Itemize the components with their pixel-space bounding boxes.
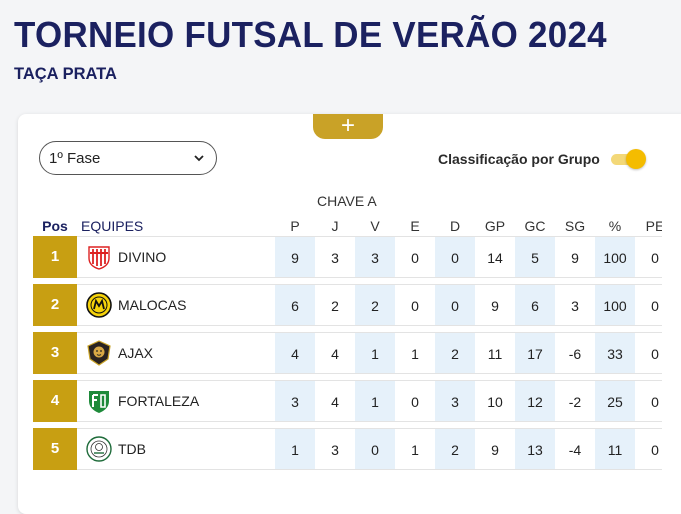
stat-gp: 9 — [475, 428, 515, 470]
stat-gp: 14 — [475, 236, 515, 278]
ajax-lion-crest-icon — [87, 340, 111, 366]
stat-pct: 100 — [595, 236, 635, 278]
stat-gp: 10 — [475, 380, 515, 422]
stat-d: 0 — [435, 284, 475, 326]
stat-pe: 0 — [635, 428, 662, 470]
team-cell: MALOCAS — [77, 284, 276, 326]
stat-gc: 12 — [515, 380, 555, 422]
phase-select-value: 1º Fase — [49, 150, 101, 167]
team-cell: DIVINO — [77, 236, 276, 278]
stat-pe: 0 — [635, 332, 662, 374]
group-toggle-label: Classificação por Grupo — [438, 151, 600, 167]
rank-cell: 3 — [33, 332, 77, 374]
header-d: D — [449, 218, 461, 234]
stat-gc: 13 — [515, 428, 555, 470]
header-v: V — [370, 218, 380, 234]
phase-select[interactable]: 1º Fase — [39, 141, 217, 175]
stat-pe: 0 — [635, 380, 662, 422]
team-name[interactable]: FORTALEZA — [118, 393, 200, 409]
stat-pct: 11 — [595, 428, 635, 470]
malocas-crest-icon — [86, 292, 112, 318]
rank-cell: 4 — [33, 380, 77, 422]
rank-cell: 5 — [33, 428, 77, 470]
stat-p: 6 — [275, 284, 315, 326]
page-subtitle: TAÇA PRATA — [14, 65, 117, 83]
stat-d: 3 — [435, 380, 475, 422]
table-row[interactable]: 5 TDB 1 3 0 1 2 9 13 -4 11 0 — [33, 428, 662, 470]
stat-d: 2 — [435, 332, 475, 374]
stat-pct: 25 — [595, 380, 635, 422]
header-teams: EQUIPES — [81, 218, 144, 234]
stat-v: 2 — [355, 284, 395, 326]
stat-v: 0 — [355, 428, 395, 470]
stat-p: 4 — [275, 332, 315, 374]
standings-table: Pos EQUIPES P J V E D GP GC SG % PE 1 DI… — [33, 210, 662, 510]
stat-e: 1 — [395, 428, 435, 470]
rank-cell: 1 — [33, 236, 77, 278]
header-e: E — [410, 218, 420, 234]
team-name[interactable]: MALOCAS — [118, 297, 187, 313]
stat-j: 2 — [315, 284, 355, 326]
stat-e: 0 — [395, 236, 435, 278]
stat-j: 4 — [315, 380, 355, 422]
group-toggle[interactable] — [611, 149, 646, 169]
chevron-down-icon — [194, 155, 204, 162]
header-j: J — [331, 218, 339, 234]
team-cell: FORTALEZA — [77, 380, 276, 422]
stat-e: 0 — [395, 284, 435, 326]
team-cell: AJAX — [77, 332, 276, 374]
stat-pct: 100 — [595, 284, 635, 326]
stat-gc: 17 — [515, 332, 555, 374]
standings-card: + 1º Fase Classificação por Grupo CHAVE … — [18, 114, 681, 514]
table-row[interactable]: 2 MALOCAS 6 2 2 0 0 9 6 3 100 0 — [33, 284, 662, 326]
team-name[interactable]: DIVINO — [118, 249, 167, 265]
stat-sg: -6 — [555, 332, 595, 374]
stat-e: 1 — [395, 332, 435, 374]
stat-v: 3 — [355, 236, 395, 278]
tdb-crest-icon — [86, 436, 112, 462]
stat-d: 2 — [435, 428, 475, 470]
stat-p: 1 — [275, 428, 315, 470]
header-p: P — [290, 218, 300, 234]
table-row[interactable]: 4 FORTALEZA 3 4 1 0 3 10 12 -2 25 0 — [33, 380, 662, 422]
stat-gp: 9 — [475, 284, 515, 326]
header-pct: % — [608, 218, 622, 234]
table-row[interactable]: 1 DIVINO 9 3 3 0 0 14 5 9 100 0 — [33, 236, 662, 278]
header-gp: GP — [484, 218, 506, 234]
group-label: CHAVE A — [317, 193, 377, 209]
stat-pe: 0 — [635, 236, 662, 278]
stat-j: 3 — [315, 428, 355, 470]
stat-j: 4 — [315, 332, 355, 374]
header-sg: SG — [564, 218, 586, 234]
stat-sg: 9 — [555, 236, 595, 278]
team-cell: TDB — [77, 428, 276, 470]
stat-v: 1 — [355, 380, 395, 422]
stat-j: 3 — [315, 236, 355, 278]
stat-e: 0 — [395, 380, 435, 422]
add-button[interactable]: + — [313, 114, 383, 139]
stat-gp: 11 — [475, 332, 515, 374]
page-title: TORNEIO FUTSAL DE VERÃO 2024 — [14, 14, 607, 55]
header-pe: PE — [645, 218, 662, 234]
stat-d: 0 — [435, 236, 475, 278]
header-gc: GC — [524, 218, 546, 234]
divino-crest-icon — [88, 246, 110, 270]
stat-pe: 0 — [635, 284, 662, 326]
rank-cell: 2 — [33, 284, 77, 326]
header-pos: Pos — [42, 218, 68, 234]
stat-sg: 3 — [555, 284, 595, 326]
stat-pct: 33 — [595, 332, 635, 374]
stat-p: 9 — [275, 236, 315, 278]
team-name[interactable]: AJAX — [118, 345, 154, 361]
toggle-knob — [626, 149, 646, 169]
fortaleza-crest-icon — [89, 391, 109, 413]
stat-gc: 5 — [515, 236, 555, 278]
stat-sg: -2 — [555, 380, 595, 422]
team-name[interactable]: TDB — [118, 441, 146, 457]
stat-sg: -4 — [555, 428, 595, 470]
stat-p: 3 — [275, 380, 315, 422]
table-row[interactable]: 3 AJAX 4 4 1 1 2 11 17 -6 33 0 — [33, 332, 662, 374]
stat-gc: 6 — [515, 284, 555, 326]
stat-v: 1 — [355, 332, 395, 374]
